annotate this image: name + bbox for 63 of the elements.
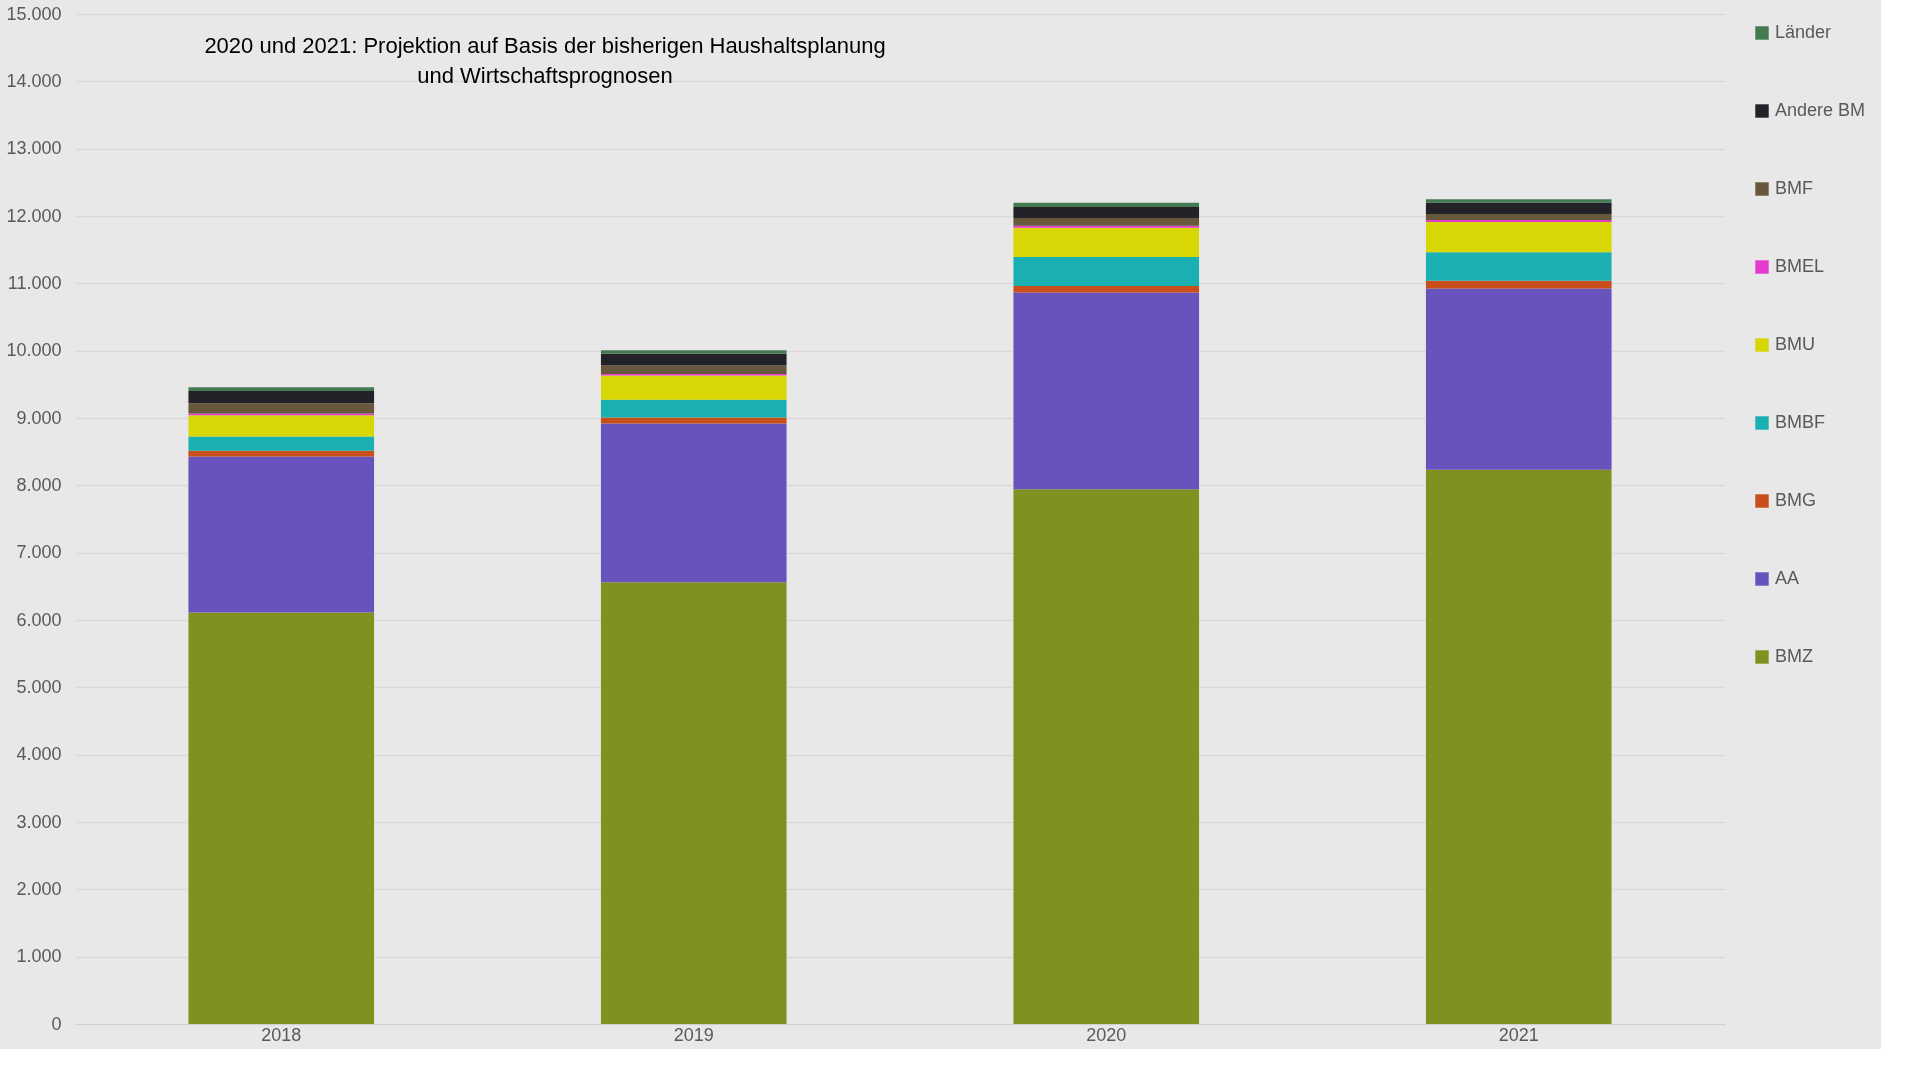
bar [600, 582, 787, 1024]
y-tick-label: 7.000 [16, 542, 62, 563]
bar [1425, 252, 1612, 281]
y-tick-label: 8.000 [16, 474, 62, 495]
bar [188, 387, 375, 391]
bar [188, 415, 375, 437]
bar [1013, 227, 1200, 258]
bar [600, 350, 787, 354]
y-tick-label: 13.000 [6, 138, 62, 159]
y-tick-label: 6.000 [16, 609, 62, 630]
legend-label: BMG [1775, 490, 1817, 510]
bar [600, 375, 787, 400]
y-tick-label: 4.000 [16, 744, 62, 765]
legend-label: Länder [1775, 22, 1832, 42]
bar [1013, 489, 1200, 1024]
bar [188, 456, 375, 613]
legend-label: BMZ [1775, 646, 1813, 666]
annotation: 2020 und 2021: Projektion auf Basis der bisherigen Haushaltsplanung und Wirtschaftsprognosen [204, 33, 886, 88]
bar [1013, 218, 1200, 226]
bar [188, 612, 375, 1024]
y-tick-label: 2.000 [16, 878, 62, 899]
y-tick-label: 3.000 [16, 811, 62, 832]
x-tick-label: 2018 [261, 1024, 302, 1045]
x-tick-label: 2021 [1498, 1024, 1539, 1045]
y-tick-label: 9.000 [16, 407, 62, 428]
x-tick-label: 2019 [673, 1024, 714, 1045]
y-tick-label: 5.000 [16, 676, 62, 697]
y-tick-label: 10.000 [6, 340, 62, 361]
bar [1425, 222, 1612, 253]
bar [600, 365, 787, 374]
bar [1013, 206, 1200, 219]
bar [600, 353, 787, 366]
bar [188, 390, 375, 404]
legend-label: BMBF [1775, 412, 1826, 432]
bar [600, 417, 787, 424]
y-tick-label: 14.000 [6, 70, 62, 91]
bar [1425, 280, 1612, 289]
y-tick-label: 0 [51, 1013, 62, 1034]
bar [1013, 292, 1200, 490]
y-tick-label: 15.000 [6, 3, 62, 24]
y-tick-label: 11.000 [7, 272, 62, 293]
bar [1013, 202, 1200, 207]
x-tick-label: 2020 [1086, 1024, 1127, 1045]
legend-label: BMF [1775, 178, 1813, 198]
bar [1425, 288, 1612, 470]
bar [1013, 286, 1200, 293]
bar [1425, 213, 1612, 221]
y-tick-label: 12.000 [6, 205, 62, 226]
legend-label: AA [1775, 568, 1800, 588]
legend-label: Andere BM [1775, 100, 1866, 120]
bar [600, 423, 787, 583]
bar [1425, 199, 1612, 203]
legend-label: BMU [1775, 334, 1815, 354]
bar [1425, 220, 1612, 223]
bar [1425, 202, 1612, 214]
bar [600, 399, 787, 418]
bar [188, 436, 375, 451]
legend-label: BMEL [1775, 256, 1825, 276]
y-tick-label: 1.000 [16, 946, 62, 967]
bar [188, 403, 375, 414]
bar [1013, 257, 1200, 287]
bar [1425, 469, 1612, 1024]
bar [1013, 225, 1200, 228]
